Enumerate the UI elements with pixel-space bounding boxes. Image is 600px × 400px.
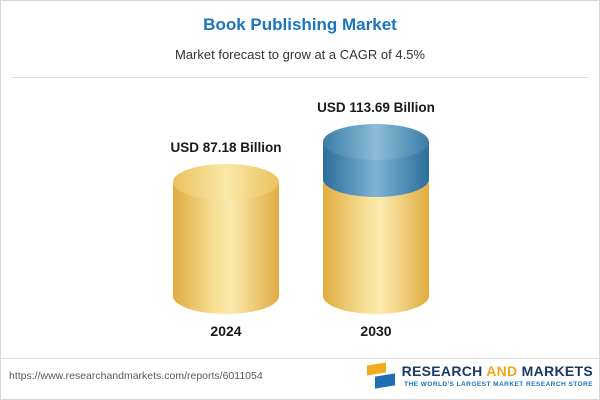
bar-2030-top-ellipse bbox=[323, 124, 429, 160]
bar-value-label-2030: USD 113.69 Billion bbox=[317, 100, 435, 115]
x-axis-label-2030: 2030 bbox=[360, 323, 392, 339]
logo-word-and: AND bbox=[486, 362, 518, 379]
header-divider bbox=[11, 77, 589, 78]
logo-word-research: RESEARCH bbox=[401, 362, 483, 379]
bar-2024-body bbox=[173, 182, 279, 314]
bar-cylinder-2030 bbox=[323, 124, 429, 314]
x-axis-label-2024: 2024 bbox=[210, 323, 242, 339]
logo-wordmark: RESEARCH AND MARKETS bbox=[402, 363, 593, 379]
logo-mark-blue-shape bbox=[374, 373, 395, 389]
chart-subtitle: Market forecast to grow at a CAGR of 4.5… bbox=[175, 47, 425, 62]
chart-title: Book Publishing Market bbox=[203, 15, 397, 34]
logo-tagline: THE WORLD'S LARGEST MARKET RESEARCH STOR… bbox=[404, 380, 593, 388]
logo-text: RESEARCH AND MARKETS THE WORLD'S LARGEST… bbox=[402, 363, 593, 388]
bar-cylinder-2024 bbox=[173, 164, 279, 314]
bar-2030-body bbox=[323, 179, 429, 314]
research-and-markets-logo: RESEARCH AND MARKETS THE WORLD'S LARGEST… bbox=[366, 361, 593, 389]
logo-mark-icon bbox=[366, 361, 396, 389]
logo-word-markets: MARKETS bbox=[521, 362, 593, 379]
footer-divider bbox=[1, 358, 599, 359]
report-url: https://www.researchandmarkets.com/repor… bbox=[9, 370, 263, 382]
bar-value-label-2024: USD 87.18 Billion bbox=[170, 140, 282, 155]
logo-mark-yellow-shape bbox=[366, 362, 386, 376]
bar-2024-top-ellipse bbox=[173, 164, 279, 200]
